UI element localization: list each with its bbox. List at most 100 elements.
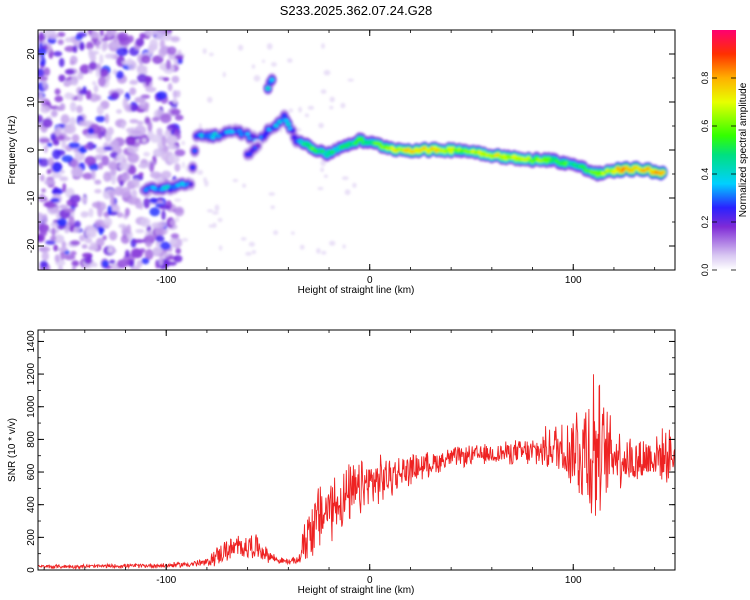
noise-blob [46,169,52,175]
noise-blob [81,196,87,204]
noise-blob [57,39,64,45]
signal-mark [501,154,507,158]
colorbar-tick-label: 0.4 [700,168,710,181]
noise-blob [76,32,88,38]
noise-blob [157,221,167,228]
noise-blob [69,194,81,203]
noise-blob [181,140,186,146]
noise-blob [113,36,119,43]
x-tick-label: 0 [367,575,373,586]
noise-blob [181,161,185,169]
noise-blob [124,249,130,258]
noise-blob [59,176,69,182]
signal-mark [245,132,251,136]
y-tick-label: 20 [26,48,37,60]
signal-mark [291,135,297,140]
noise-blob [79,234,86,242]
noise-blob [116,153,126,162]
noise-blob [209,52,214,57]
noise-blob [91,169,96,181]
y-tick-label: 200 [26,529,37,546]
noise-blob [131,178,140,186]
signal-mark [289,128,295,133]
noise-blob [181,238,189,242]
noise-blob [46,142,53,147]
noise-blob [57,134,65,141]
noise-blob [248,241,255,247]
noise-blob [38,158,50,167]
noise-blob [110,40,120,49]
signal-mark [629,169,635,173]
noise-blob [68,142,81,149]
noise-blob [116,47,129,57]
signal-mark [188,182,194,187]
noise-blob [99,30,104,37]
y-tick-label: 0 [26,147,37,153]
noise-blob [347,78,354,82]
noise-blob [323,69,331,76]
noise-blob [70,240,81,246]
noise-blob [268,192,276,196]
noise-blob [145,86,157,93]
noise-blob [134,96,146,103]
noise-blob [38,115,43,121]
y-tick-label: 10 [26,96,37,108]
noise-blob [85,258,92,264]
noise-blob [208,224,214,228]
noise-blob [242,183,247,188]
noise-blob [157,30,169,34]
noise-blob [43,145,48,154]
noise-blob [341,176,349,181]
noise-blob [88,50,100,55]
signal-mark [560,159,566,164]
noise-blob [87,127,95,135]
noise-blob [89,163,99,171]
signal-mark [265,86,271,91]
noise-blob [152,55,164,64]
noise-blob [304,113,309,118]
noise-blob [95,68,101,78]
noise-blob [87,30,93,36]
colorbar-label: Normalized spectral amplitude [738,82,749,217]
noise-blob [121,121,126,130]
noise-blob [307,105,315,110]
noise-blob [102,41,109,51]
noise-blob [137,65,148,71]
signal-mark [542,156,548,161]
noise-blob [170,219,176,227]
noise-blob [318,122,324,129]
noise-blob [196,169,204,175]
noise-blob [130,248,142,258]
noise-blob [152,247,163,255]
noise-blob [88,61,97,71]
noise-blob [96,226,105,233]
noise-blob [130,130,143,135]
noise-blob [174,149,186,157]
noise-blob [38,92,44,102]
noise-blob [111,175,117,185]
noise-blob [82,252,93,258]
noise-blob [81,244,88,249]
noise-blob [167,83,173,92]
noise-blob [127,196,140,205]
noise-blob [129,87,137,96]
noise-blob [38,47,47,56]
noise-blob [62,183,67,193]
noise-blob [170,233,180,239]
noise-blob [167,153,180,164]
noise-blob [136,120,144,126]
noise-blob [95,237,105,247]
noise-blob [53,51,63,57]
noise-blob [344,189,351,196]
noise-blob [169,237,177,245]
noise-blob [52,162,63,173]
noise-blob [120,187,131,198]
signal-mark [251,135,257,139]
signal-mark [237,129,242,133]
noise-blob [97,162,104,170]
y-tick-label: 1200 [26,363,37,386]
noise-blob [50,133,56,141]
